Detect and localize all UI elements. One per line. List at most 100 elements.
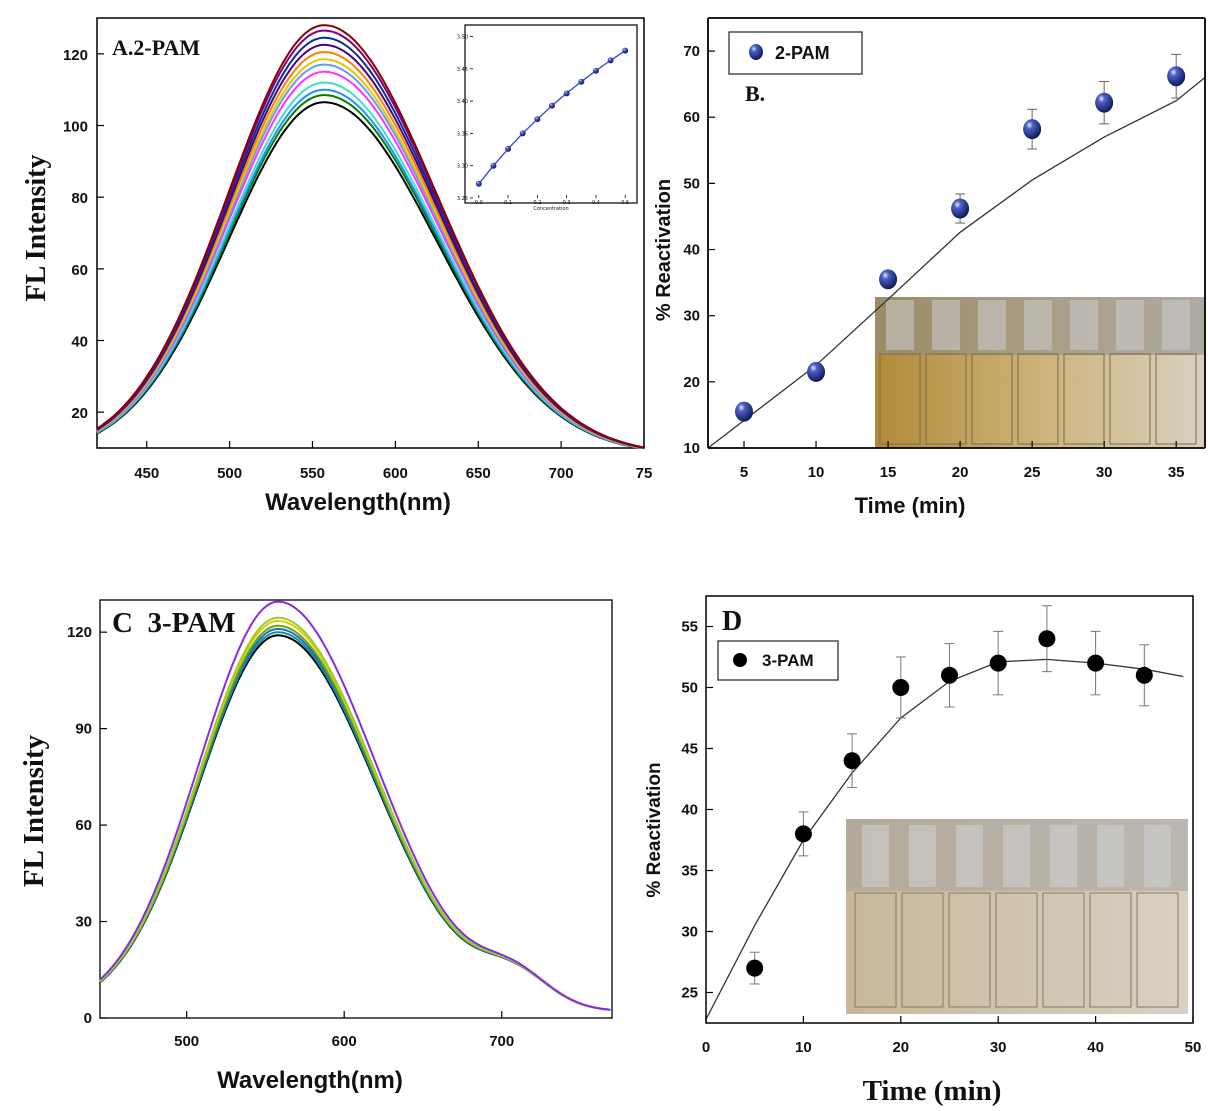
spectrum-line bbox=[99, 628, 611, 1011]
data-point bbox=[1023, 119, 1042, 140]
y-tick-label: 45 bbox=[681, 741, 698, 758]
inset-point bbox=[475, 180, 482, 187]
y-tick-label: 100 bbox=[63, 119, 88, 136]
panel-d-legend: 3-PAM bbox=[717, 640, 839, 681]
panel-b-legend-marker bbox=[749, 44, 763, 60]
y-tick-label: 20 bbox=[71, 405, 88, 422]
inset-x-tick-label: 0.1 bbox=[504, 200, 512, 206]
x-tick-label: 20 bbox=[892, 1039, 909, 1056]
x-tick-label: 30 bbox=[990, 1039, 1007, 1056]
data-point bbox=[989, 654, 1007, 672]
data-point bbox=[843, 752, 861, 770]
spectrum-line bbox=[99, 624, 611, 1011]
panel-a-y-label: FL Intensity bbox=[21, 154, 52, 301]
panel-a-title: A.2-PAM bbox=[112, 35, 200, 60]
spectrum-line bbox=[99, 620, 611, 1011]
y-tick-label: 60 bbox=[75, 817, 92, 834]
inset-y-tick-label: 3.50 bbox=[457, 34, 468, 40]
x-tick-label: 10 bbox=[808, 464, 825, 481]
data-point bbox=[1095, 92, 1114, 113]
vial bbox=[995, 892, 1038, 1008]
panel-a-inset-frame bbox=[464, 24, 638, 204]
y-tick-label: 0 bbox=[84, 1010, 92, 1027]
panel-d-title: D bbox=[722, 606, 742, 637]
panel-a-inset: 0.0 0.1 0.2 0.3 0.4 0.5 3.25 3.30 3.35 3.40 3.45 3.… bbox=[457, 24, 638, 212]
inset-x-tick-label: 0.0 bbox=[475, 200, 483, 206]
panel-b-legend-label: 2-PAM bbox=[775, 43, 830, 63]
y-tick-label: 55 bbox=[681, 619, 698, 636]
x-tick-label: 0 bbox=[702, 1039, 710, 1056]
y-tick-label: 50 bbox=[683, 175, 700, 192]
data-point bbox=[951, 198, 970, 219]
inset-x-tick-label: 0.3 bbox=[563, 200, 571, 206]
vial bbox=[1017, 353, 1059, 445]
vial-neck bbox=[886, 300, 914, 350]
panel-d-legend-marker bbox=[733, 653, 747, 667]
y-tick-label: 50 bbox=[681, 680, 698, 697]
vial-neck bbox=[1070, 300, 1098, 350]
x-tick-label: 600 bbox=[332, 1033, 357, 1050]
inset-point bbox=[519, 130, 526, 137]
inset-y-tick-label: 3.45 bbox=[457, 67, 468, 73]
data-point bbox=[941, 666, 958, 684]
y-tick-label: 40 bbox=[681, 802, 698, 819]
x-tick-label: 500 bbox=[174, 1033, 199, 1050]
vial-neck bbox=[1144, 825, 1171, 887]
panel-d-y-axis: 25 30 35 40 45 50 55 bbox=[681, 619, 713, 1002]
vial-neck bbox=[909, 825, 936, 887]
vial bbox=[948, 892, 991, 1008]
panel-b-x-axis: 5 10 15 20 25 30 35 bbox=[740, 441, 1185, 481]
inset-point bbox=[578, 78, 585, 85]
panel-a-x-axis: 450 500 550 600 650 700 75 bbox=[134, 441, 652, 482]
inset-x-tick-label: 0.2 bbox=[533, 200, 541, 206]
data-point bbox=[892, 679, 910, 696]
vial bbox=[1089, 892, 1132, 1008]
vial bbox=[1063, 353, 1105, 445]
x-tick-label: 50 bbox=[1185, 1039, 1202, 1056]
fit-line bbox=[707, 76, 1206, 449]
panel-a-inset-series bbox=[475, 47, 629, 187]
y-tick-label: 35 bbox=[681, 863, 698, 880]
panel-b-legend: 2-PAM bbox=[728, 31, 863, 75]
vial bbox=[879, 353, 921, 445]
inset-x-tick-label: 0.4 bbox=[592, 200, 600, 206]
panel-c-x-label: Wavelength(nm) bbox=[217, 1067, 403, 1094]
vial bbox=[1109, 353, 1151, 445]
inset-x-tick-label: 0.5 bbox=[621, 200, 629, 206]
inset-y-tick-label: 3.30 bbox=[457, 164, 468, 170]
panel-b: 5 10 15 20 25 30 35 10 20 30 40 50 60 70 2-PAM B. Ti… bbox=[653, 17, 1206, 518]
spectrum-line bbox=[99, 631, 611, 1011]
data-point bbox=[1087, 654, 1105, 672]
panel-d-points bbox=[746, 605, 1153, 985]
data-point bbox=[807, 361, 826, 382]
panel-c-title: C 3-PAM bbox=[112, 607, 235, 639]
y-tick-label: 120 bbox=[63, 47, 88, 64]
inset-y-tick-label: 3.25 bbox=[457, 196, 468, 202]
vial bbox=[971, 353, 1013, 445]
vial-neck bbox=[978, 300, 1006, 350]
y-tick-label: 40 bbox=[683, 242, 700, 259]
vial-neck bbox=[932, 300, 960, 350]
panel-a: 450 500 550 600 650 700 75 20 40 60 80 100 120 A.2-… bbox=[21, 17, 652, 516]
spectrum-line bbox=[96, 81, 644, 449]
x-tick-label: 75 bbox=[636, 465, 653, 482]
x-tick-label: 5 bbox=[740, 464, 748, 481]
vial-neck bbox=[1116, 300, 1144, 350]
x-tick-label: 30 bbox=[1096, 464, 1113, 481]
panel-a-y-axis: 20 40 60 80 100 120 bbox=[63, 47, 104, 422]
inset-point bbox=[534, 116, 541, 123]
inset-point bbox=[563, 90, 570, 97]
vial-neck bbox=[1003, 825, 1030, 887]
inset-point bbox=[622, 47, 629, 54]
panel-c-spectra bbox=[99, 600, 611, 1011]
panel-d-legend-label: 3-PAM bbox=[762, 651, 814, 670]
vial-neck bbox=[1162, 300, 1190, 350]
panel-b-points bbox=[735, 53, 1186, 422]
vial-neck bbox=[956, 825, 983, 887]
y-tick-label: 60 bbox=[71, 262, 88, 279]
x-tick-label: 25 bbox=[1024, 464, 1041, 481]
panel-a-inset-x-label: Concentration bbox=[533, 206, 568, 212]
inset-point bbox=[549, 102, 555, 109]
vial bbox=[854, 892, 897, 1008]
y-tick-label: 40 bbox=[71, 334, 88, 351]
